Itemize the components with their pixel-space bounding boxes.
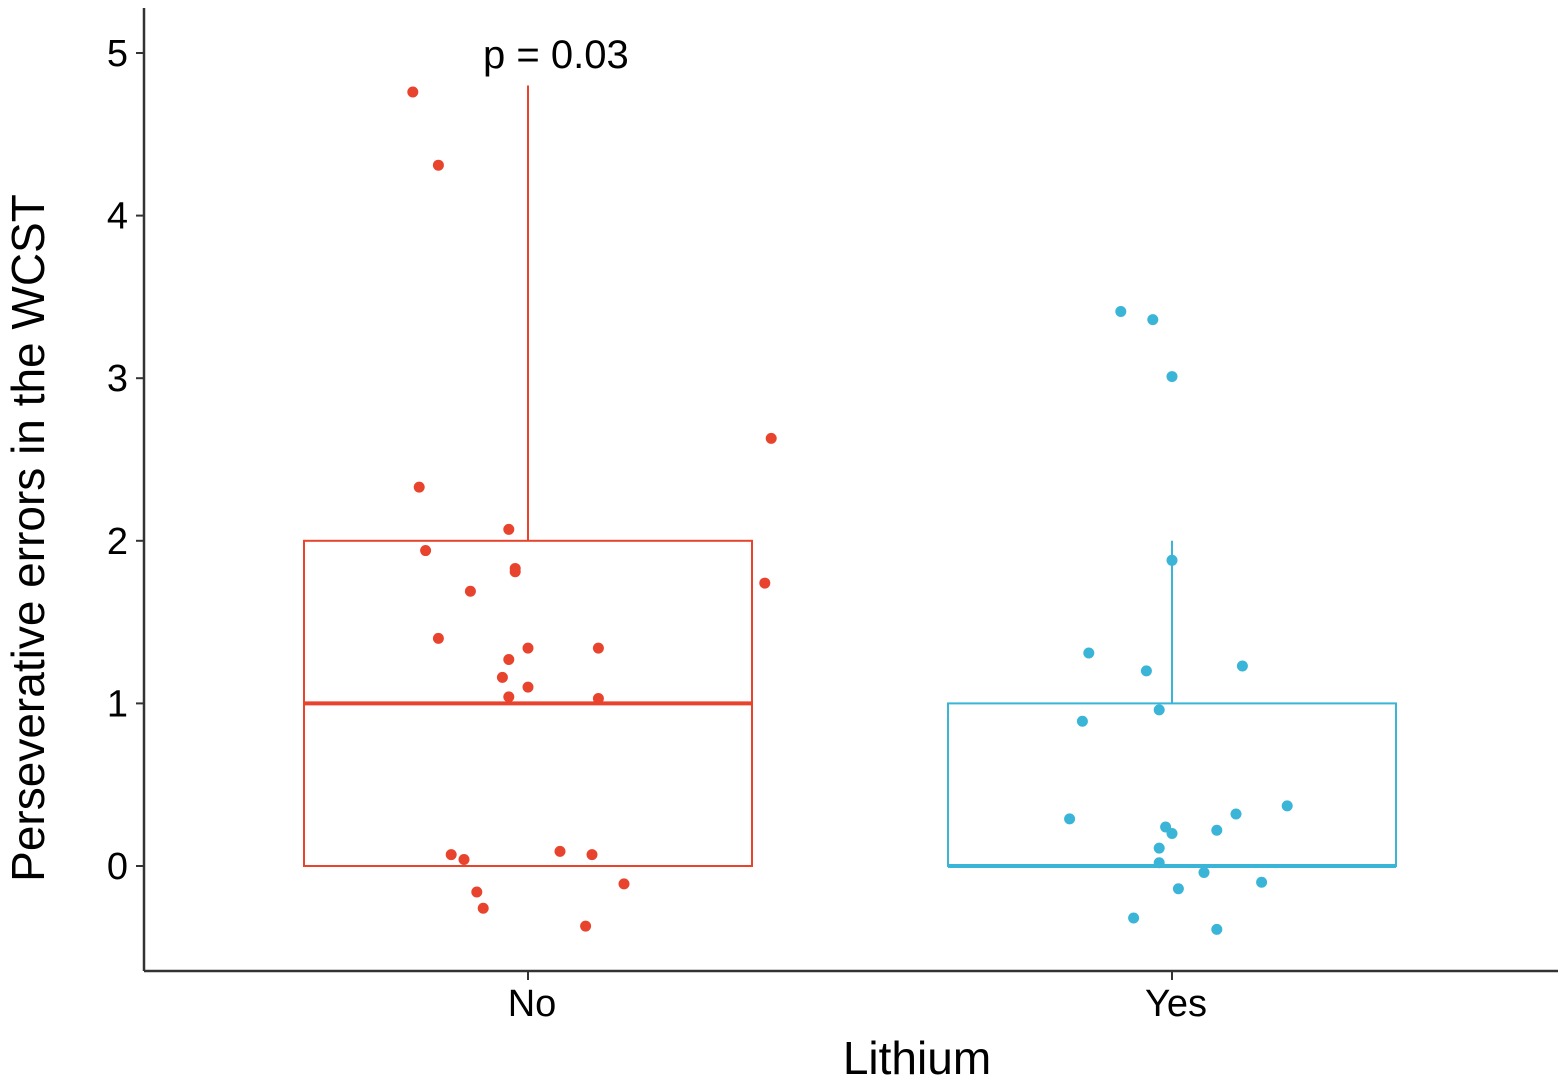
data-point-no	[407, 86, 419, 98]
y-tick-label: 4	[107, 196, 128, 238]
data-point-no	[420, 545, 432, 557]
data-point-yes	[1198, 867, 1210, 879]
data-point-no	[618, 878, 630, 890]
box-yes	[947, 702, 1397, 868]
y-tick-label: 1	[107, 683, 128, 725]
data-point-yes	[1083, 647, 1095, 659]
y-axis-title: Perseverative errors in the WCST	[2, 194, 54, 882]
y-tick-label: 2	[107, 521, 128, 563]
data-point-no	[496, 671, 508, 683]
data-point-no	[765, 432, 777, 444]
data-point-yes	[1211, 824, 1223, 836]
data-point-yes	[1166, 371, 1178, 383]
data-point-yes	[1211, 923, 1223, 935]
data-point-yes	[1153, 842, 1165, 854]
data-point-no	[522, 681, 534, 693]
ticks: 0 1 2 3 4 5 No Yes	[107, 33, 1207, 1025]
x-tick-label: Yes	[1145, 983, 1207, 1025]
y-tick-label: 0	[107, 846, 128, 888]
data-point-no	[432, 159, 444, 171]
data-point-no	[592, 693, 604, 705]
data-point-no	[586, 849, 598, 861]
data-point-yes	[1166, 554, 1178, 566]
p-value-annotation: p = 0.03	[483, 33, 629, 77]
x-tick-label: No	[508, 983, 557, 1025]
data-point-yes	[1153, 857, 1165, 869]
data-point-yes	[1166, 827, 1178, 839]
data-point-yes	[1281, 800, 1293, 812]
data-point-no	[580, 920, 592, 932]
data-point-no	[592, 642, 604, 654]
data-point-no	[413, 481, 425, 493]
data-point-yes	[1128, 912, 1140, 924]
y-tick-label: 3	[107, 358, 128, 400]
data-point-no	[509, 566, 521, 578]
axes	[142, 8, 1558, 973]
data-point-no	[522, 642, 534, 654]
data-point-yes	[1153, 704, 1165, 716]
data-point-no	[554, 845, 566, 857]
data-point-no	[503, 691, 515, 703]
data-point-no	[471, 886, 483, 898]
data-point-yes	[1230, 808, 1242, 820]
data-point-no	[477, 902, 489, 914]
data-point-yes	[1140, 665, 1152, 677]
data-point-yes	[1064, 813, 1076, 825]
data-point-no	[458, 853, 470, 865]
data-point-yes	[1076, 715, 1088, 727]
data-point-no	[503, 653, 515, 665]
data-point-no	[445, 849, 457, 861]
data-point-no	[759, 577, 771, 589]
data-point-no	[503, 523, 515, 535]
data-point-yes	[1236, 660, 1248, 672]
data-point-yes	[1256, 876, 1268, 888]
data-point-yes	[1172, 883, 1184, 895]
data-point-yes	[1115, 306, 1127, 318]
x-axis-title: Lithium	[843, 1032, 991, 1084]
plot-area	[303, 85, 1397, 935]
data-point-no	[432, 632, 444, 644]
y-tick-label: 5	[107, 33, 128, 75]
data-point-no	[464, 585, 476, 597]
data-point-yes	[1147, 314, 1159, 326]
